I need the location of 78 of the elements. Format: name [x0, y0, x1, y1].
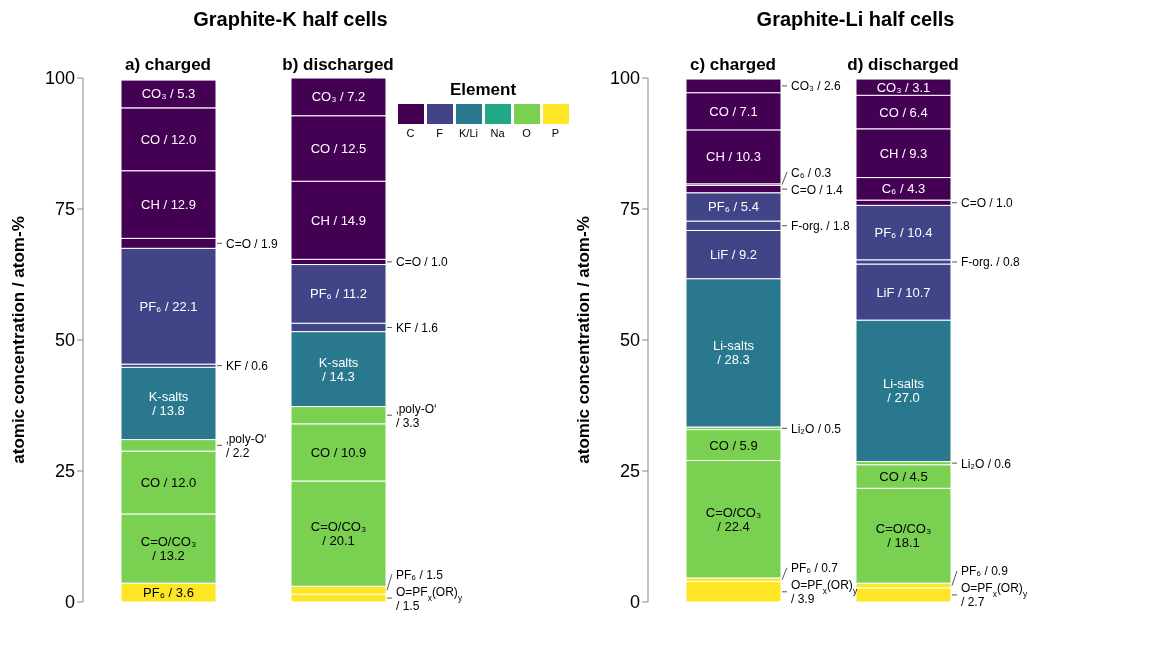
- data-label: PF₆ / 0.9: [961, 564, 1009, 579]
- chart-title: Graphite-K half cells: [192, 8, 389, 32]
- chart-title: Graphite-Li half cells: [755, 8, 956, 32]
- data-label: KF / 1.6: [396, 320, 439, 335]
- data-label: PF₆ / 11.2: [309, 286, 368, 302]
- data-label: F-org. / 0.8: [961, 255, 1021, 270]
- data-label: C=O/CO₃ / 13.2: [140, 534, 197, 564]
- data-label: C=O/CO₃ / 18.1: [875, 521, 932, 551]
- y-tick-label: 75: [54, 199, 75, 220]
- data-label: KF / 0.6: [226, 359, 269, 374]
- y-tick-label: 100: [44, 68, 75, 89]
- legend-label: Na: [490, 127, 505, 139]
- data-label: CO / 12.0: [140, 131, 197, 147]
- data-label: CO₃ / 3.1: [876, 79, 931, 95]
- data-label: PF₆ / 10.4: [874, 225, 933, 241]
- y-tick-label: 25: [54, 461, 75, 482]
- data-label: CH / 12.9: [141, 197, 196, 213]
- x-tick-label: d) discharged: [847, 55, 959, 74]
- text: O=PF$_{x}$(OR)$_{y}$ / 2.7: [961, 581, 1028, 610]
- data-label: F-org. / 1.8: [791, 219, 851, 234]
- legend-label: P: [551, 127, 560, 139]
- y-tick-label: 100: [609, 68, 640, 89]
- data-label: C=O / 1.4: [791, 182, 844, 197]
- data-label: PF₆ / 0.7: [791, 561, 839, 576]
- bar: [685, 581, 782, 602]
- data-label: CO₃ / 5.3: [141, 86, 196, 102]
- data-label: PF₆ / 1.5: [396, 567, 444, 582]
- legend-label: K/Li: [459, 127, 478, 139]
- data-label: LiF / 10.7: [876, 284, 931, 300]
- data-label: C₆ / 4.3: [881, 181, 926, 197]
- data-label: C=O / 1.0: [396, 255, 449, 270]
- y-axis-title: atomic concentration / atom-%: [574, 216, 594, 464]
- data-label: K-salts / 14.3: [318, 354, 359, 384]
- data-label: CO / 12.5: [310, 140, 367, 156]
- data-label: CO / 5.9: [709, 437, 758, 453]
- data-label: PF₆ / 5.4: [708, 199, 759, 215]
- y-tick-label: 50: [54, 330, 75, 351]
- data-label: ‚poly-O‘ / 3.3: [396, 401, 437, 430]
- data-label: PF₆ / 22.1: [139, 298, 198, 314]
- data-label: CH / 10.3: [706, 149, 761, 165]
- data-label: CO₃ / 2.6: [791, 79, 841, 94]
- y-tick-label: 50: [619, 330, 640, 351]
- data-label: ‚poly-O‘ / 2.2: [226, 431, 267, 460]
- y-tick-label: 0: [64, 592, 75, 613]
- data-label: CO / 12.0: [140, 475, 197, 491]
- data-label: C₆ / 0.3: [791, 165, 832, 180]
- data-label: K-salts / 13.8: [148, 388, 189, 418]
- data-label: C=O/CO₃ / 22.4: [705, 504, 762, 534]
- y-tick-label: 0: [629, 592, 640, 613]
- y-tick-label: 75: [619, 199, 640, 220]
- data-label: C=O / 1.9: [226, 236, 279, 251]
- data-label: CO₃ / 7.2: [311, 89, 366, 105]
- y-axis-title: atomic concentration / atom-%: [9, 216, 29, 464]
- legend-label: O: [522, 127, 531, 139]
- data-label: CO / 4.5: [879, 469, 928, 484]
- x-tick-label: c) charged: [690, 55, 776, 74]
- data-label: C=O/CO₃ / 20.1: [310, 519, 367, 549]
- data-label: CO / 6.4: [879, 104, 928, 120]
- data-label: Li₂O / 0.5: [791, 421, 842, 436]
- data-label: C=O / 1.0: [961, 196, 1014, 211]
- data-label: CO / 10.9: [310, 444, 367, 460]
- data-label: Li₂O / 0.6: [961, 456, 1012, 471]
- legend-label: C: [406, 127, 415, 139]
- text: O=PF$_{x}$(OR)$_{y}$ / 1.5: [396, 584, 463, 613]
- legend-title: Element: [448, 80, 518, 100]
- x-tick-label: b) discharged: [282, 55, 394, 74]
- data-label: Li-salts / 28.3: [712, 338, 755, 368]
- legend-label: F: [436, 127, 443, 139]
- data-label: LiF / 9.2: [710, 247, 757, 263]
- data-label: PF₆ / 3.6: [143, 585, 194, 601]
- data-label: CO / 7.1: [709, 103, 758, 119]
- bar: [855, 204, 952, 261]
- text: O=PF$_{x}$(OR)$_{y}$ / 3.9: [791, 578, 858, 607]
- data-label: CH / 14.9: [311, 212, 366, 228]
- x-tick-label: a) charged: [125, 55, 211, 74]
- data-label: Li-salts / 27.0: [882, 376, 925, 406]
- y-tick-label: 25: [619, 461, 640, 482]
- data-label: CH / 9.3: [879, 145, 928, 161]
